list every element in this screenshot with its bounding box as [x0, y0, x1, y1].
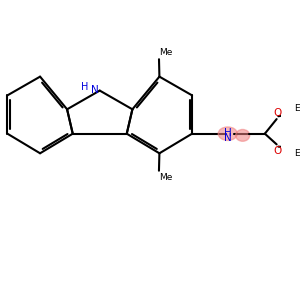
Text: O: O — [273, 146, 282, 156]
Ellipse shape — [218, 127, 237, 140]
Text: O: O — [273, 108, 282, 118]
Text: Et: Et — [294, 149, 300, 158]
Text: Et: Et — [294, 104, 300, 113]
Text: H: H — [81, 82, 89, 92]
Ellipse shape — [236, 130, 250, 141]
Text: N: N — [224, 133, 232, 142]
Text: Me: Me — [160, 48, 173, 57]
Text: Me: Me — [160, 173, 173, 182]
Text: H: H — [224, 128, 232, 138]
Text: N: N — [91, 85, 99, 95]
